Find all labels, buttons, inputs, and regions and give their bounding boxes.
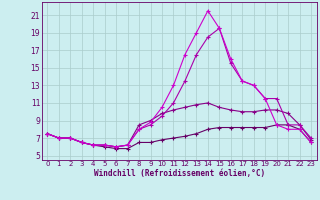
X-axis label: Windchill (Refroidissement éolien,°C): Windchill (Refroidissement éolien,°C) [94,169,265,178]
